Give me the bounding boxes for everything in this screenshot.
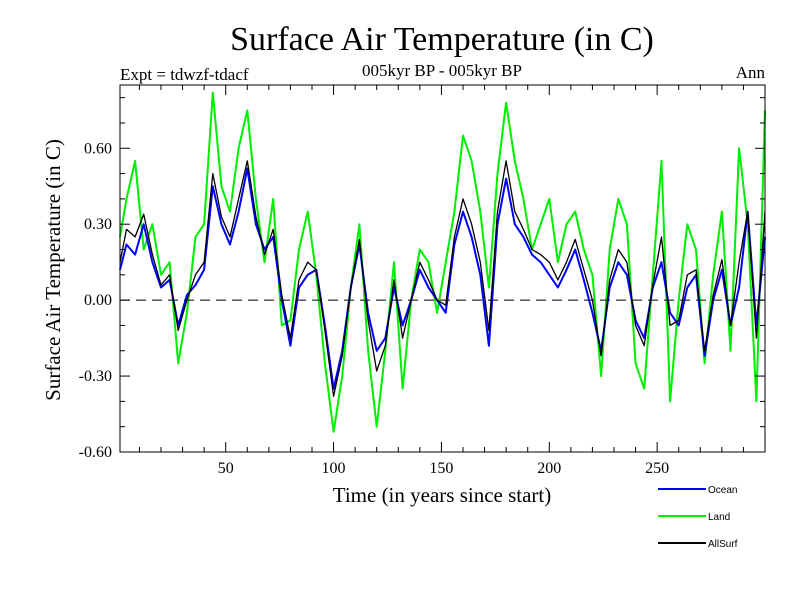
y-tick-label: -0.30 <box>79 368 112 385</box>
series-layer <box>119 91 766 433</box>
legend-label: Ocean <box>708 485 737 496</box>
experiment-label: Expt = tdwzf-tdacf <box>120 65 249 84</box>
y-tick-label: 0.30 <box>84 216 112 233</box>
x-tick-label: 200 <box>537 460 561 477</box>
y-tick-label: 0.60 <box>84 140 112 157</box>
ticks-layer: 50 100 150 200 250 -0.60 -0.30 0.00 0.30 0.60 <box>79 85 765 477</box>
y-tick-label: 0.00 <box>84 292 112 309</box>
legend: Ocean Land AllSurf <box>658 485 738 550</box>
x-tick-label: 50 <box>218 460 234 477</box>
x-tick-label: 250 <box>645 460 669 477</box>
legend-label: Land <box>708 512 730 523</box>
series-line-land <box>119 91 766 433</box>
legend-label: AllSurf <box>708 539 738 550</box>
x-tick-label: 100 <box>322 460 346 477</box>
plot-frame <box>119 84 766 453</box>
chart-title: Surface Air Temperature (in C) <box>230 21 654 58</box>
series-line-allsurf <box>119 160 766 397</box>
x-axis-label: Time (in years since start) <box>333 483 552 507</box>
season-label: Ann <box>736 63 766 82</box>
y-axis-label: Surface Air Temperature (in C) <box>41 139 65 401</box>
chart-subtitle: 005kyr BP - 005kyr BP <box>362 61 522 80</box>
x-tick-label: 150 <box>429 460 453 477</box>
series-line-ocean <box>119 167 766 390</box>
y-tick-label: -0.60 <box>79 444 112 461</box>
